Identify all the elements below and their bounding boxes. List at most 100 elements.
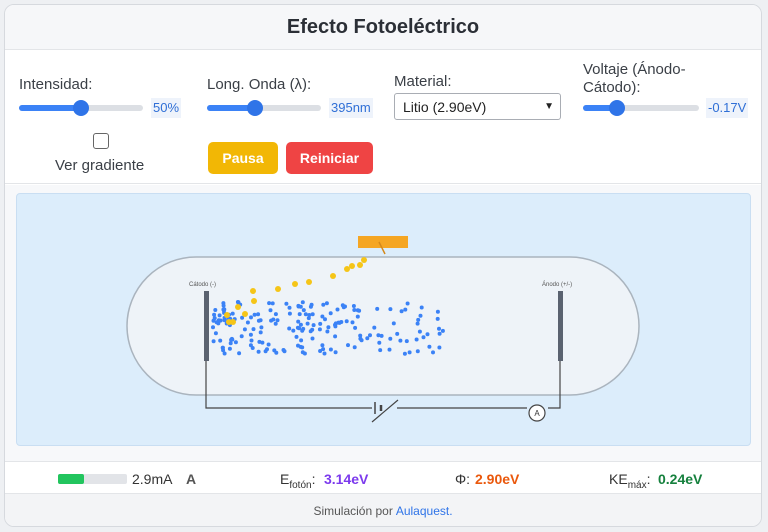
electron [258,318,263,323]
app-window: Efecto Fotoeléctrico Intensidad: 50% Lon… [4,4,762,527]
ke-max-value: 0.24eV [658,471,703,487]
electron [351,304,356,308]
electron [287,305,292,310]
pause-button[interactable]: Pausa [208,142,278,174]
electron [328,311,333,316]
electron [326,325,331,330]
electron [291,328,296,333]
photon [242,311,248,317]
electron [263,349,268,354]
electron [236,300,241,305]
photon-energy-value: 3.14eV [324,471,369,487]
electron [335,307,340,312]
current-meter-fill [58,474,84,484]
electron [239,334,244,339]
electron [339,320,344,324]
ke-max-label: KEmáx: [609,471,651,491]
footer-text: Simulación por [313,504,393,518]
electron [284,301,289,306]
light-beam [378,241,386,255]
electron [375,306,380,311]
electron [221,307,226,312]
voltage-thumb[interactable] [608,100,625,116]
electron [407,350,412,355]
electron [372,325,377,330]
electron [333,334,338,339]
intensity-slider[interactable] [19,100,143,116]
electron [299,338,304,343]
electron [403,307,408,312]
electron [212,316,217,321]
electron [256,312,261,317]
electron [237,351,242,356]
electron [353,325,358,330]
photon-energy-label: Efotón: [280,471,316,491]
circuit-wire-left [205,361,372,409]
electron [440,328,445,333]
title-bar: Efecto Fotoeléctrico [5,5,761,50]
electron [245,320,250,325]
electron [301,326,306,331]
electron [270,301,275,306]
electron [249,338,254,343]
electron [258,330,263,335]
electron [306,316,311,321]
voltage-value: -0.17V [706,98,749,118]
electron [323,317,327,322]
intensity-thumb[interactable] [73,100,89,116]
electron [211,325,215,330]
electron [296,319,301,324]
gradient-checkbox[interactable] [93,133,109,149]
aulaquest-link[interactable]: Aulaquest. [395,504,453,518]
electron [414,337,419,342]
photon [251,298,257,304]
voltage-slider[interactable] [583,100,699,116]
electron [230,311,235,316]
current-value: 2.9mA [132,471,173,487]
electron [346,343,350,348]
electron [405,301,410,306]
anode-label: Ánodo (+/-) [542,281,572,288]
photon [357,262,363,268]
electron [328,347,333,352]
work-function-label: Φ: [455,471,471,487]
intensity-label: Intensidad: [19,76,92,94]
electron [310,312,315,317]
intensity-track[interactable] [19,100,143,116]
electron [340,303,345,308]
photon-energy-label-main: E [280,471,290,487]
electron [399,309,404,314]
photon [344,266,350,272]
wavelength-thumb[interactable] [246,100,263,116]
material-select[interactable]: Litio (2.90eV) ▼ [394,93,561,120]
ammeter-label: A [534,409,540,418]
electron [387,347,392,352]
electron [398,338,403,343]
ke-max-label-sub: máx [627,479,647,491]
photon [226,319,232,325]
wavelength-slider[interactable] [207,100,321,116]
electron [220,345,225,350]
electron [249,315,253,320]
electron [310,327,315,332]
electron [268,308,273,313]
electron [298,344,303,349]
reset-button[interactable]: Reiniciar [286,142,373,174]
electron [419,305,424,310]
electron [229,336,234,341]
electron [281,348,286,352]
electron [311,323,316,328]
photon [250,288,256,294]
wavelength-track[interactable] [207,100,321,116]
voltage-label-text: Voltaje (Ánodo-Cátodo): [583,61,686,96]
material-label-text: Material: [394,73,452,90]
voltage-track[interactable] [583,100,699,116]
electron [322,351,327,356]
gradient-label-text: Ver gradiente [55,157,145,174]
electron [287,326,292,331]
electron [211,339,216,344]
electron [437,326,441,331]
electron [251,327,256,332]
electron [418,313,423,318]
electron [431,350,435,355]
